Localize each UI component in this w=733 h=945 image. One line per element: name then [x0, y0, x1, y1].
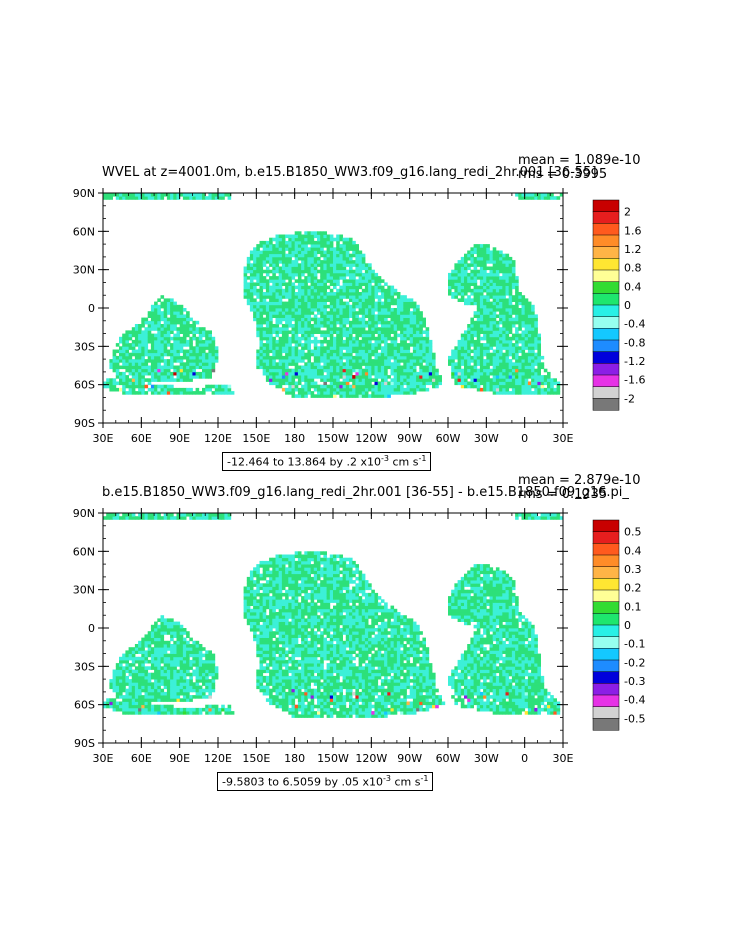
colorbar-label: 2	[624, 206, 631, 219]
lon-tick-label: 120W	[355, 432, 387, 445]
mean-label: mean = 2.879e-10	[518, 473, 641, 488]
lon-tick-label: 120W	[355, 752, 387, 765]
colorbar-label: 1.2	[624, 243, 642, 256]
colorbar-label: -0.3	[624, 675, 645, 688]
colorbar-label: -0.5	[624, 712, 645, 725]
lat-tick-label: 90S	[74, 737, 95, 750]
lon-tick-label: 120E	[204, 432, 232, 445]
colorbar-label: 0.8	[624, 262, 642, 275]
colorbar-label: -1.6	[624, 374, 645, 387]
lat-tick-label: 30S	[74, 340, 95, 353]
lon-tick-label: 90W	[397, 752, 422, 765]
lon-tick-label: 120E	[204, 752, 232, 765]
panel-1: mean = 1.089e-10 rms = 0.3995 WVEL at z=…	[0, 150, 733, 480]
colorbar-label: -0.2	[624, 656, 645, 669]
colorbar-label: 1.6	[624, 224, 642, 237]
range-units: cm s	[392, 455, 419, 469]
lat-tick-label: 60S	[74, 379, 95, 392]
lat-tick-label: 30N	[73, 264, 95, 277]
plot-title: b.e15.B1850_WW3.f09_g16.lang_redi_2hr.00…	[102, 485, 629, 500]
mean-label: mean = 1.089e-10	[518, 153, 641, 168]
ocean-field	[103, 513, 564, 718]
colorbar: 2 1.6 1.2 0.8 0.4 0 -0.4 -0.8 -1.2 -1.6 -2	[592, 199, 645, 411]
lon-tick-label: 180	[284, 432, 305, 445]
lon-tick-label: 90E	[169, 752, 190, 765]
lon-tick-label: 150E	[242, 752, 270, 765]
lon-tick-label: 150W	[317, 752, 349, 765]
lat-tick-label: 60N	[73, 545, 95, 558]
lon-tick-label: 30E	[553, 752, 574, 765]
lat-tick-label: 90N	[73, 507, 95, 520]
lon-tick-label: 60W	[436, 752, 461, 765]
plot-title: WVEL at z=4001.0m, b.e15.B1850_WW3.f09_g…	[102, 165, 597, 180]
lon-tick-label: 30E	[93, 752, 114, 765]
lon-tick-label: 30E	[553, 432, 574, 445]
range-text: -9.5803 to 6.5059 by .05 x10	[222, 775, 383, 789]
colorbar-label: 0.5	[624, 526, 642, 539]
colorbar: 0.5 0.4 0.3 0.2 0.1 0 -0.1 -0.2 -0.3 -0.4 -0.5	[592, 519, 645, 731]
lon-tick-label: 0	[521, 432, 528, 445]
colorbar-label: 0	[624, 299, 631, 312]
lon-tick-label: 150W	[317, 432, 349, 445]
range-exponent: -3	[380, 454, 389, 463]
panel-2: mean = 2.879e-10 rms = 0.1235 b.e15.B185…	[0, 470, 733, 800]
lat-tick-label: 30N	[73, 584, 95, 597]
colorbar-label: 0.4	[624, 544, 642, 557]
range-units: cm s	[394, 775, 421, 789]
range-units-exponent: -1	[418, 454, 427, 463]
lat-tick-label: 0	[88, 302, 95, 315]
lon-tick-label: 30W	[474, 752, 499, 765]
lat-tick-label: 60S	[74, 699, 95, 712]
lon-tick-label: 60E	[131, 752, 152, 765]
lat-tick-label: 60N	[73, 225, 95, 238]
lon-tick-label: 60E	[131, 432, 152, 445]
contour-range-box: -12.464 to 13.864 by .2 x10-3 cm s-1	[222, 452, 432, 471]
lon-tick-label: 90W	[397, 432, 422, 445]
ocean-field	[103, 193, 564, 398]
lon-tick-label: 30E	[93, 432, 114, 445]
map-plot: 90N 60N 30N 0 30S 60S 90S 30E 60E 90E 120E 150E 180 1…	[73, 187, 646, 445]
rms-label: rms = 0.3995	[518, 167, 608, 182]
colorbar-label: -2	[624, 392, 635, 405]
colorbar-label: -0.4	[624, 694, 645, 707]
colorbar-label: -0.8	[624, 336, 645, 349]
colorbar-label: 0.2	[624, 582, 642, 595]
map-plot: 90N 60N 30N 0 30S 60S 90S 30E 60E 90E 120E 150E 180 1…	[73, 507, 646, 765]
lon-tick-label: 0	[521, 752, 528, 765]
colorbar-label: -0.1	[624, 638, 645, 651]
lat-tick-label: 90S	[74, 417, 95, 430]
lon-tick-label: 180	[284, 752, 305, 765]
lat-tick-label: 90N	[73, 187, 95, 200]
range-exponent: -3	[382, 774, 391, 783]
lon-tick-label: 150E	[242, 432, 270, 445]
range-units-exponent: -1	[420, 774, 429, 783]
lon-tick-label: 30W	[474, 432, 499, 445]
lon-tick-label: 60W	[436, 432, 461, 445]
lon-tick-label: 90E	[169, 432, 190, 445]
colorbar-label: -1.2	[624, 355, 645, 368]
rms-label: rms = 0.1235	[518, 487, 608, 502]
contour-range-box: -9.5803 to 6.5059 by .05 x10-3 cm s-1	[217, 772, 434, 791]
colorbar-label: 0.4	[624, 280, 642, 293]
range-text: -12.464 to 13.864 by .2 x10	[227, 455, 381, 469]
colorbar-label: 0.3	[624, 563, 642, 576]
colorbar-label: 0.1	[624, 600, 642, 613]
lat-tick-label: 30S	[74, 660, 95, 673]
colorbar-label: 0	[624, 619, 631, 632]
lat-tick-label: 0	[88, 622, 95, 635]
colorbar-label: -0.4	[624, 318, 645, 331]
